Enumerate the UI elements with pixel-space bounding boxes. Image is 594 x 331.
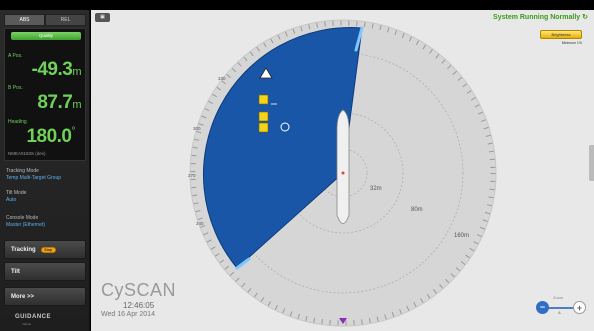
a-pos-readout: -49.3m xyxy=(32,59,81,81)
heading-value: 180.0 xyxy=(26,126,71,147)
tracking-mode-info[interactable]: Tracking Mode Temp Multi-Target Group xyxy=(6,168,61,182)
tilt-mode-value: Auto xyxy=(6,197,26,204)
tracking-button-label: Tracking xyxy=(11,247,36,253)
b-pos-readout: 87.7m xyxy=(37,92,81,114)
range-label-32: 32m xyxy=(370,186,382,192)
tilt-button[interactable]: Tilt xyxy=(4,262,86,281)
guidance-logo: GUIDANCE xyxy=(15,314,51,320)
b-pos-value: 87.7 xyxy=(37,92,72,113)
zoom-in-button[interactable]: + xyxy=(573,301,586,314)
tilt-mode-label: Tilt Mode xyxy=(6,190,26,197)
bearing-label-270: 270 xyxy=(188,173,196,178)
b-pos-label: B Pos. xyxy=(8,85,23,91)
nmea-source: NMEA0183S (dev) xyxy=(8,151,46,156)
target-marker-3[interactable] xyxy=(259,123,268,132)
console-mode-value: Master (Ethernet) xyxy=(6,222,45,229)
heading-unit: ° xyxy=(72,126,76,137)
radar-display: ▣ System Running Normally ↻ Brightness M… xyxy=(91,10,594,331)
abs-rel-toggle[interactable]: ABS REL xyxy=(4,14,86,26)
heading-readout: 180.0° xyxy=(26,126,75,148)
range-label-160: 160m xyxy=(454,233,469,239)
zoom-out-button[interactable]: − xyxy=(536,301,549,314)
heading-label: Heading xyxy=(8,119,27,125)
sensor-origin xyxy=(342,172,345,175)
target-marker-2[interactable] xyxy=(259,112,268,121)
a-pos-label: A Pos. xyxy=(8,53,22,59)
vessel-outline xyxy=(337,110,349,224)
a-pos-value: -49.3 xyxy=(32,59,73,80)
tracking-mode-value: Temp Multi-Target Group xyxy=(6,175,61,182)
cyscan-logo: CySCAN xyxy=(101,280,176,301)
range-label-80: 80m xyxy=(411,207,423,213)
quality-bar: Quality xyxy=(11,32,81,40)
bearing-label-240: 240 xyxy=(196,221,204,226)
abs-toggle[interactable]: ABS xyxy=(4,14,45,26)
clock-time: 12:46:05 xyxy=(123,301,154,310)
position-readout: Quality A Pos. -49.3m B Pos. 87.7m Headi… xyxy=(4,28,86,161)
tracking-mode-label: Tracking Mode xyxy=(6,168,61,175)
a-pos-unit: m xyxy=(72,66,81,78)
guidance-logo-sub: marine xyxy=(22,322,31,326)
b-pos-unit: m xyxy=(72,99,81,111)
clock-date: Wed 16 Apr 2014 xyxy=(101,311,155,318)
tracking-button[interactable]: Tracking Stop xyxy=(4,240,86,259)
more-button[interactable]: More >> xyxy=(4,287,86,306)
control-sidebar: ABS REL Quality A Pos. -49.3m B Pos. 87.… xyxy=(0,10,90,331)
zoom-mode: A xyxy=(558,310,561,315)
target-marker-1[interactable] xyxy=(259,95,268,104)
console-mode-label: Console Mode xyxy=(6,215,45,222)
console-mode-info[interactable]: Console Mode Master (Ethernet) xyxy=(6,215,45,229)
bearing-label-330: 330 xyxy=(218,76,226,81)
zoom-label: Zoom xyxy=(553,295,563,300)
tilt-mode-info[interactable]: Tilt Mode Auto xyxy=(6,190,26,204)
tracking-stop-pill[interactable]: Stop xyxy=(41,247,56,253)
bearing-label-300: 300 xyxy=(193,126,201,131)
rel-toggle[interactable]: REL xyxy=(45,14,86,26)
zoom-control[interactable]: Zoom − + A xyxy=(536,295,586,315)
